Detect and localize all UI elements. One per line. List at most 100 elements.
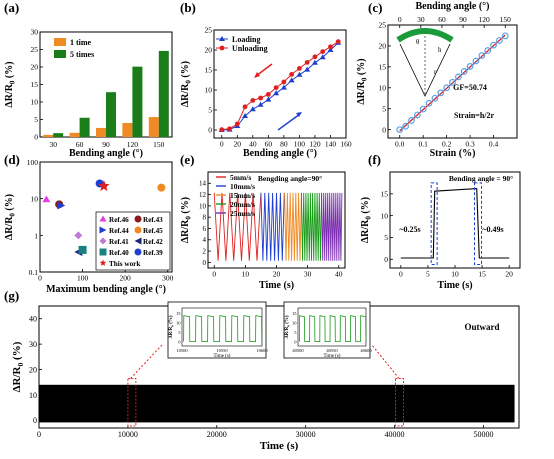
data-point-ref-46 [42, 195, 51, 203]
wave-10mm-s [260, 192, 285, 261]
x-tick-label: 140 [325, 140, 337, 149]
legend-label: 10mm/s [230, 182, 255, 191]
loading-marker [280, 84, 287, 90]
legend-swatch [54, 38, 66, 46]
y-tick-label: 15 [379, 62, 387, 71]
loading-arrow [277, 113, 301, 131]
y-tick-label: 10 [31, 195, 39, 204]
legend-marker [134, 248, 142, 256]
legend-label: 25mm/s [230, 209, 255, 218]
zoom-box [127, 377, 137, 427]
loading-marker [249, 106, 256, 112]
y-tick-label: 10 [29, 391, 37, 400]
x-tick-label: 120 [309, 140, 321, 149]
data-point-ref-45 [157, 183, 166, 192]
loading-marker [265, 96, 272, 102]
legend-marker [134, 226, 142, 234]
legend-marker [99, 248, 107, 256]
bar-1-time [122, 123, 133, 137]
x-tick-label: 90 [102, 140, 110, 149]
panel-letter: (b) [180, 0, 196, 15]
legend-marker [99, 237, 107, 245]
response-curve [400, 188, 510, 259]
panel-g: (g) 0 10000 20000 30000 40000 50000 0 10 20 30 40 10… [4, 288, 520, 452]
legend-marker [134, 215, 142, 223]
loading-marker [273, 90, 280, 96]
bar-1-time [69, 132, 80, 137]
data-marker [478, 52, 486, 59]
bar-5-times [158, 50, 169, 137]
loading-marker [257, 101, 264, 107]
legend-label: Ref.44 [109, 227, 129, 235]
x-tick-label: 40 [249, 140, 257, 149]
y-tick-label: 100 [27, 158, 39, 167]
bar-1-time [148, 117, 159, 137]
legend-marker [99, 215, 107, 222]
unloading-marker [297, 66, 302, 71]
y-tick-label: 5 [384, 233, 388, 242]
y-tick-label: 0 [34, 133, 38, 142]
panel-e: (e) 0 10 20 30 40 0 2 4 6 8 10 12 14 5mm/s10mm/s15mm/s… [180, 152, 346, 291]
legend-label: 5mm/s [230, 173, 251, 182]
x-tick-label: 120 [127, 140, 139, 149]
top-tick-label: 120 [479, 15, 491, 24]
loading-marker [327, 47, 334, 52]
x-tick-label: 80 [280, 140, 288, 149]
x-tick-label: 20 [234, 140, 242, 149]
x-tick-label: 0 [37, 430, 41, 439]
wave-5mm-s [213, 192, 262, 261]
unloading-marker [265, 92, 271, 97]
inset-y-tick-label: 5 [294, 330, 297, 335]
x-tick-label: 200 [120, 274, 132, 283]
x-tick-label: 0.0 [395, 140, 405, 149]
y-tick-label: 10 [205, 86, 213, 95]
legend-swatch [54, 50, 66, 58]
loading-marker [296, 71, 303, 77]
y-axis-label: ΔR/R0 (%) [180, 61, 193, 107]
x-tick-label: 30 [304, 270, 312, 279]
data-marker [466, 63, 474, 70]
panel-letter: (f) [368, 152, 381, 167]
inset-x-label: Time (s) [324, 354, 341, 359]
plot-frame [213, 29, 347, 139]
inset-x-tick-label: 40600 [360, 348, 372, 353]
x-tick-label: 40000 [385, 430, 405, 439]
y-axis-label: ΔR/R0 (%) [180, 197, 193, 243]
inset-x-tick-label: 10600 [256, 348, 268, 353]
unloading-marker [227, 126, 232, 132]
y-tick-label: 15 [381, 189, 389, 198]
top-tick-label: 0 [398, 15, 402, 24]
data-point-this-work [98, 180, 110, 191]
loading-marker [242, 113, 249, 118]
top-tick-label: 90 [459, 15, 467, 24]
legend-label: Ref.42 [143, 238, 163, 246]
x-tick-label: 30 [49, 140, 57, 149]
panel-letter: (e) [180, 152, 194, 167]
x-tick-label: 300 [162, 274, 174, 283]
zoom-box [394, 377, 404, 427]
bar-1-time [96, 127, 106, 137]
data-marker [484, 47, 492, 54]
x-tick-label: 0 [212, 270, 216, 279]
legend-label: 15mm/s [230, 191, 255, 200]
x-tick-label: 5 [426, 270, 430, 279]
h-label: h [438, 46, 442, 54]
data-marker [460, 68, 468, 75]
y-tick-label: 10 [379, 83, 387, 92]
panel-d: (d) 0 100 200 300 0.1 1 10 100 Ref.46 Ref.44 Ref.41… [4, 152, 174, 295]
y-tick-label: 5 [34, 115, 38, 124]
legend-label: 20mm/s [230, 200, 255, 209]
y-axis-label: ΔR/R0 (%) [360, 197, 373, 243]
series-line [221, 42, 339, 131]
bend-arc [396, 28, 454, 43]
y-tick-label: 1 [34, 231, 38, 240]
y-tick-label: 10 [381, 211, 389, 220]
inset-y-tick-label: 5 [178, 330, 181, 335]
unloading-marker [312, 54, 318, 60]
plot-frame [39, 161, 173, 273]
y-tick-label: 8 [203, 214, 207, 222]
inset-x-tick-label: 10550 [216, 348, 228, 353]
inset-x-tick-label: 40500 [292, 348, 304, 353]
y-tick-label: 12 [199, 191, 207, 199]
